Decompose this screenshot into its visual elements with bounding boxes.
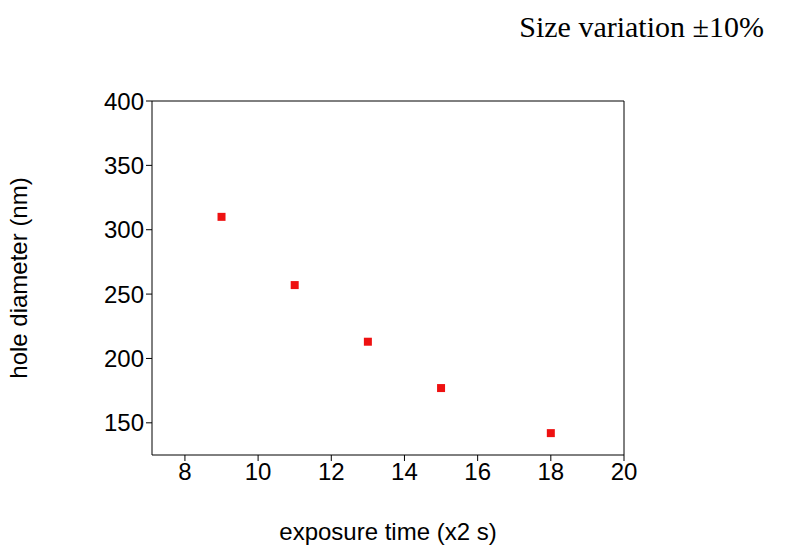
svg-text:300: 300 xyxy=(104,216,144,243)
svg-text:200: 200 xyxy=(104,345,144,372)
svg-text:250: 250 xyxy=(104,281,144,308)
svg-text:12: 12 xyxy=(318,458,345,485)
svg-text:14: 14 xyxy=(391,458,418,485)
svg-text:150: 150 xyxy=(104,409,144,436)
svg-text:10: 10 xyxy=(245,458,272,485)
svg-text:8: 8 xyxy=(178,458,191,485)
svg-text:exposure time (x2 s): exposure time (x2 s) xyxy=(279,518,496,545)
svg-text:hole diameter (nm): hole diameter (nm) xyxy=(5,177,32,378)
svg-text:400: 400 xyxy=(104,88,144,115)
svg-text:20: 20 xyxy=(611,458,638,485)
svg-text:18: 18 xyxy=(537,458,564,485)
svg-text:350: 350 xyxy=(104,152,144,179)
svg-text:16: 16 xyxy=(464,458,491,485)
html-text:Size variation ±10%: Size variation ±10% xyxy=(519,10,764,43)
